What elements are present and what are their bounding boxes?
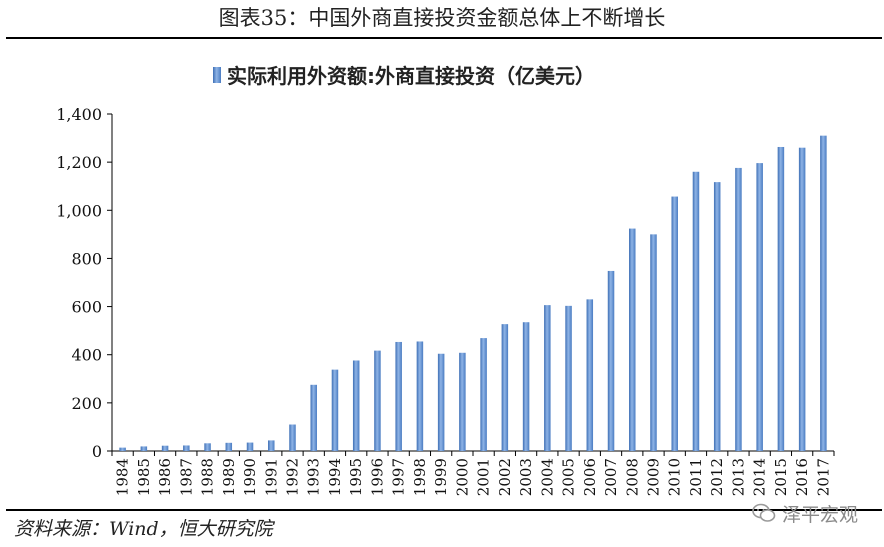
x-tick-label: 1999 bbox=[432, 458, 450, 496]
watermark-text: 泽平宏观 bbox=[781, 503, 858, 526]
bar bbox=[183, 445, 190, 451]
x-tick-label: 2012 bbox=[708, 458, 726, 496]
figure-title: 图表35：中国外商直接投资金额总体上不断增长 bbox=[218, 6, 666, 30]
x-tick-label: 2010 bbox=[666, 458, 684, 496]
bar bbox=[395, 341, 402, 451]
bottom-rule bbox=[6, 509, 882, 511]
x-tick-label: 2015 bbox=[772, 458, 790, 496]
x-tick-label: 1997 bbox=[390, 458, 408, 496]
bar bbox=[629, 228, 636, 451]
bar bbox=[544, 305, 551, 451]
x-tick-label: 1998 bbox=[411, 458, 429, 496]
y-tick-label: 1,000 bbox=[56, 201, 102, 220]
bar bbox=[735, 167, 742, 452]
bar bbox=[161, 445, 169, 451]
x-tick-label: 2014 bbox=[751, 458, 769, 496]
y-tick-label: 200 bbox=[71, 394, 102, 413]
x-tick-label: 1987 bbox=[177, 458, 195, 496]
bar bbox=[480, 338, 487, 451]
x-tick-label: 1995 bbox=[347, 458, 365, 496]
x-tick-label: 1994 bbox=[326, 458, 344, 496]
x-tick-label: 2007 bbox=[602, 458, 620, 496]
x-tick-label: 2000 bbox=[453, 458, 471, 496]
watermark: 泽平宏观 bbox=[752, 500, 858, 526]
x-tick-label: 1989 bbox=[220, 458, 238, 496]
bar bbox=[140, 446, 148, 451]
top-rule bbox=[6, 37, 882, 39]
bar bbox=[352, 360, 360, 451]
bar bbox=[565, 305, 572, 451]
x-tick-label: 2009 bbox=[645, 458, 663, 496]
y-tick-label: 600 bbox=[71, 298, 102, 317]
bar bbox=[204, 443, 211, 451]
y-tick-label: 1,200 bbox=[56, 153, 102, 172]
bar bbox=[607, 270, 615, 451]
x-tick-label: 1990 bbox=[241, 458, 259, 496]
bar bbox=[459, 352, 466, 451]
y-tick-label: 1,400 bbox=[56, 105, 102, 124]
x-tick-label: 2001 bbox=[475, 458, 493, 496]
legend-swatch bbox=[213, 67, 221, 83]
x-tick-label: 1991 bbox=[262, 458, 280, 496]
bar bbox=[671, 196, 678, 451]
x-tick-label: 1992 bbox=[284, 458, 302, 496]
y-tick-label: 800 bbox=[71, 249, 102, 268]
bar bbox=[289, 424, 296, 451]
bar bbox=[416, 341, 424, 451]
bar bbox=[650, 234, 657, 451]
bar bbox=[331, 369, 339, 451]
x-tick-label: 2005 bbox=[560, 458, 578, 496]
x-tick-label: 1988 bbox=[199, 458, 217, 496]
x-tick-label: 2011 bbox=[687, 458, 705, 496]
x-tick-label: 1984 bbox=[114, 458, 132, 496]
bar bbox=[501, 324, 509, 451]
bar bbox=[522, 322, 530, 451]
x-tick-label: 1993 bbox=[305, 458, 323, 496]
bar bbox=[586, 299, 594, 451]
bar bbox=[119, 447, 126, 451]
x-tick-label: 2013 bbox=[729, 458, 747, 496]
y-tick-label: 0 bbox=[92, 442, 102, 461]
bar bbox=[225, 442, 233, 451]
bar bbox=[246, 442, 254, 451]
x-tick-label: 2003 bbox=[517, 458, 535, 496]
bar bbox=[268, 440, 275, 451]
bar bbox=[756, 163, 763, 451]
bar bbox=[692, 171, 700, 451]
x-tick-label: 2006 bbox=[581, 458, 599, 496]
bar bbox=[798, 147, 806, 451]
y-tick-label: 400 bbox=[71, 346, 102, 365]
bar bbox=[310, 384, 317, 451]
wechat-icon bbox=[752, 503, 776, 522]
x-tick-label: 2017 bbox=[814, 458, 832, 496]
x-tick-label: 2002 bbox=[496, 458, 514, 496]
x-tick-label: 2016 bbox=[793, 458, 811, 496]
x-tick-label: 2008 bbox=[623, 458, 641, 496]
legend-label: 实际利用外资额:外商直接投资（亿美元） bbox=[227, 64, 595, 88]
x-tick-label: 2004 bbox=[538, 458, 556, 496]
source-note: 资料来源：Wind，恒大研究院 bbox=[14, 518, 273, 540]
chart-legend: 实际利用外资额:外商直接投资（亿美元） bbox=[213, 64, 595, 88]
x-tick-label: 1986 bbox=[156, 458, 174, 496]
bar bbox=[820, 135, 827, 451]
bar bbox=[437, 353, 445, 451]
bar bbox=[713, 182, 721, 452]
bar-chart: 实际利用外资额:外商直接投资（亿美元） 0 200 400 600 800 1,000 1,… bbox=[56, 64, 835, 496]
x-tick-label: 1996 bbox=[368, 458, 386, 496]
bar bbox=[777, 146, 785, 452]
x-tick-label: 1985 bbox=[135, 458, 153, 496]
bar bbox=[374, 350, 381, 451]
